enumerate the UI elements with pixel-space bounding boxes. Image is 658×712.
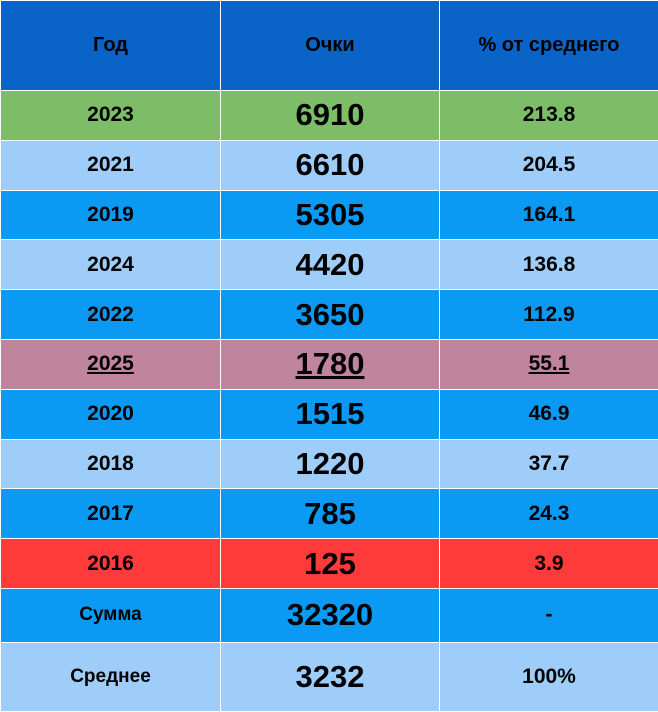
cell-text: 2023 bbox=[87, 103, 134, 127]
table-cell: 136.8 bbox=[439, 239, 658, 291]
table-cell: 204.5 bbox=[439, 139, 658, 191]
cell-text: 2022 bbox=[87, 302, 134, 326]
table-row: 2022 3650 112.9 bbox=[0, 289, 658, 340]
table-cell: 2025 bbox=[0, 338, 221, 390]
table-row: Сумма 32320 - bbox=[0, 587, 658, 643]
table-cell: 1780 bbox=[220, 338, 440, 390]
table-cell: 785 bbox=[220, 488, 440, 540]
table-cell: 55.1 bbox=[439, 338, 658, 390]
table-row: 2021 6610 204.5 bbox=[0, 139, 658, 191]
table-cell: 3232 bbox=[220, 641, 440, 712]
table-cell: 100% bbox=[439, 641, 658, 712]
table-cell: 2024 bbox=[0, 239, 221, 291]
cell-text: 100% bbox=[522, 664, 576, 688]
cell-text: 2020 bbox=[87, 402, 134, 426]
cell-text: 2024 bbox=[87, 252, 134, 276]
cell-text: 4420 bbox=[295, 246, 365, 282]
table-row: 2017 785 24.3 bbox=[0, 488, 658, 540]
cell-text: 213.8 bbox=[522, 103, 576, 127]
table-cell: 1515 bbox=[220, 388, 440, 440]
table-row: 2016 125 3.9 bbox=[0, 538, 658, 589]
cell-text: 2016 bbox=[87, 551, 134, 575]
cell-text: 1220 bbox=[295, 445, 365, 481]
table-cell: 2016 bbox=[0, 538, 221, 589]
table-cell: 37.7 bbox=[439, 438, 658, 490]
cell-text: 112.9 bbox=[523, 302, 575, 326]
header-cell: Год bbox=[0, 0, 221, 91]
cell-text: Среднее bbox=[70, 665, 151, 687]
cell-text: 125 bbox=[304, 545, 356, 581]
cell-text: 55.1 bbox=[528, 352, 570, 376]
table-row: 2025 1780 55.1 bbox=[0, 338, 658, 390]
table-row: 2019 5305 164.1 bbox=[0, 189, 658, 241]
cell-text: 5305 bbox=[295, 196, 365, 232]
table-cell: 6910 bbox=[220, 90, 440, 141]
table-cell: - bbox=[439, 587, 658, 643]
cell-text: 2025 bbox=[87, 352, 134, 376]
cell-text: 204.5 bbox=[522, 153, 576, 177]
cell-text: 2017 bbox=[87, 501, 134, 525]
table-cell: 112.9 bbox=[439, 289, 658, 340]
table-row: 2018 1220 37.7 bbox=[0, 438, 658, 490]
table-cell: 32320 bbox=[220, 587, 440, 643]
cell-text: 2018 bbox=[87, 451, 134, 475]
table-body: 2023 6910 213.8 2021 6610 204.5 2019 5305 164.1 2… bbox=[0, 90, 658, 712]
cell-text: - bbox=[545, 603, 553, 627]
cell-text: 2021 bbox=[87, 153, 134, 177]
table-cell: 213.8 bbox=[439, 90, 658, 141]
table-cell: Сумма bbox=[0, 587, 221, 643]
table-cell: 2017 bbox=[0, 488, 221, 540]
table-cell: 2021 bbox=[0, 139, 221, 191]
cell-text: 785 bbox=[304, 495, 356, 531]
table-cell: 6610 bbox=[220, 139, 440, 191]
cell-text: 1780 bbox=[295, 346, 365, 382]
cell-text: 24.3 bbox=[528, 501, 570, 525]
cell-text: 3232 bbox=[295, 658, 365, 694]
header-cell: Очки bbox=[220, 0, 440, 91]
table-cell: 5305 bbox=[220, 189, 440, 241]
table-cell: 164.1 bbox=[439, 189, 658, 241]
cell-text: 32320 bbox=[286, 597, 374, 633]
table-cell: 46.9 bbox=[439, 388, 658, 440]
table-cell: 3.9 bbox=[439, 538, 658, 589]
cell-text: 136.8 bbox=[522, 252, 576, 276]
cell-text: 6910 bbox=[295, 97, 365, 133]
table-cell: 2022 bbox=[0, 289, 221, 340]
table-row: Среднее 3232 100% bbox=[0, 641, 658, 712]
cell-text: 6610 bbox=[295, 147, 365, 183]
table-cell: 125 bbox=[220, 538, 440, 589]
cell-text: 164.1 bbox=[522, 202, 576, 226]
table-cell: 4420 bbox=[220, 239, 440, 291]
table-cell: 2020 bbox=[0, 388, 221, 440]
header-cell: % от среднего bbox=[439, 0, 658, 91]
cell-text: 3.9 bbox=[534, 551, 564, 575]
cell-text: 2019 bbox=[87, 202, 134, 226]
header-row: Год Очки % от среднего bbox=[0, 0, 658, 91]
table-row: 2024 4420 136.8 bbox=[0, 239, 658, 291]
cell-text: 37.7 bbox=[528, 451, 570, 475]
table-row: 2020 1515 46.9 bbox=[0, 388, 658, 440]
cell-text: 3650 bbox=[295, 296, 365, 332]
table-cell: 24.3 bbox=[439, 488, 658, 540]
table-cell: 1220 bbox=[220, 438, 440, 490]
cell-text: 46.9 bbox=[528, 402, 570, 426]
table-cell: 2023 bbox=[0, 90, 221, 141]
cell-text: 1515 bbox=[295, 396, 365, 432]
table-cell: Среднее bbox=[0, 641, 221, 712]
table-cell: 2018 bbox=[0, 438, 221, 490]
table-row: 2023 6910 213.8 bbox=[0, 90, 658, 141]
table-cell: 3650 bbox=[220, 289, 440, 340]
table-cell: 2019 bbox=[0, 189, 221, 241]
cell-text: Сумма bbox=[79, 604, 142, 626]
